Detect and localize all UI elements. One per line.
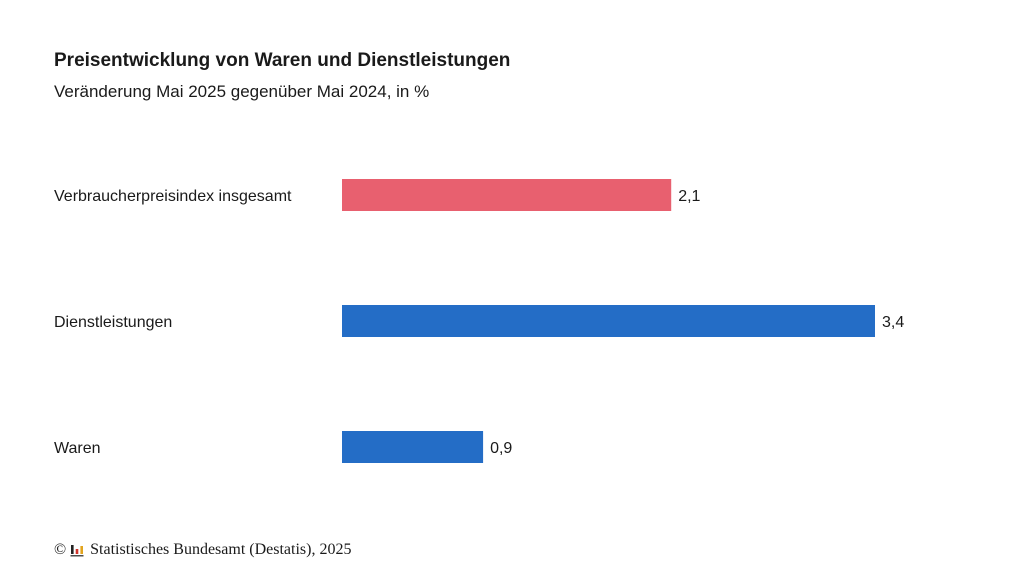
bar-dienstleistungen <box>342 305 875 337</box>
value-label-waren: 0,9 <box>490 440 512 457</box>
destatis-logo-icon <box>70 545 84 557</box>
value-label-dienstleistungen: 3,4 <box>882 314 904 331</box>
chart-subtitle: Veränderung Mai 2025 gegenüber Mai 2024,… <box>54 82 430 101</box>
bar-waren <box>342 431 484 463</box>
category-label-waren: Waren <box>54 440 101 457</box>
source-footer: © Statistisches Bundesamt (Destatis), 20… <box>54 540 351 560</box>
chart-title: Preisentwicklung von Waren und Dienstlei… <box>54 50 511 71</box>
source-text: Statistisches Bundesamt (Destatis), 2025 <box>90 541 352 558</box>
bar-verbraucherpreisindex-insgesamt <box>342 179 672 211</box>
category-label-verbraucherpreisindex-insgesamt: Verbraucherpreisindex insgesamt <box>54 188 292 205</box>
category-label-dienstleistungen: Dienstleistungen <box>54 314 172 331</box>
copyright-symbol: © <box>54 541 67 558</box>
value-label-verbraucherpreisindex-insgesamt: 2,1 <box>678 188 700 205</box>
